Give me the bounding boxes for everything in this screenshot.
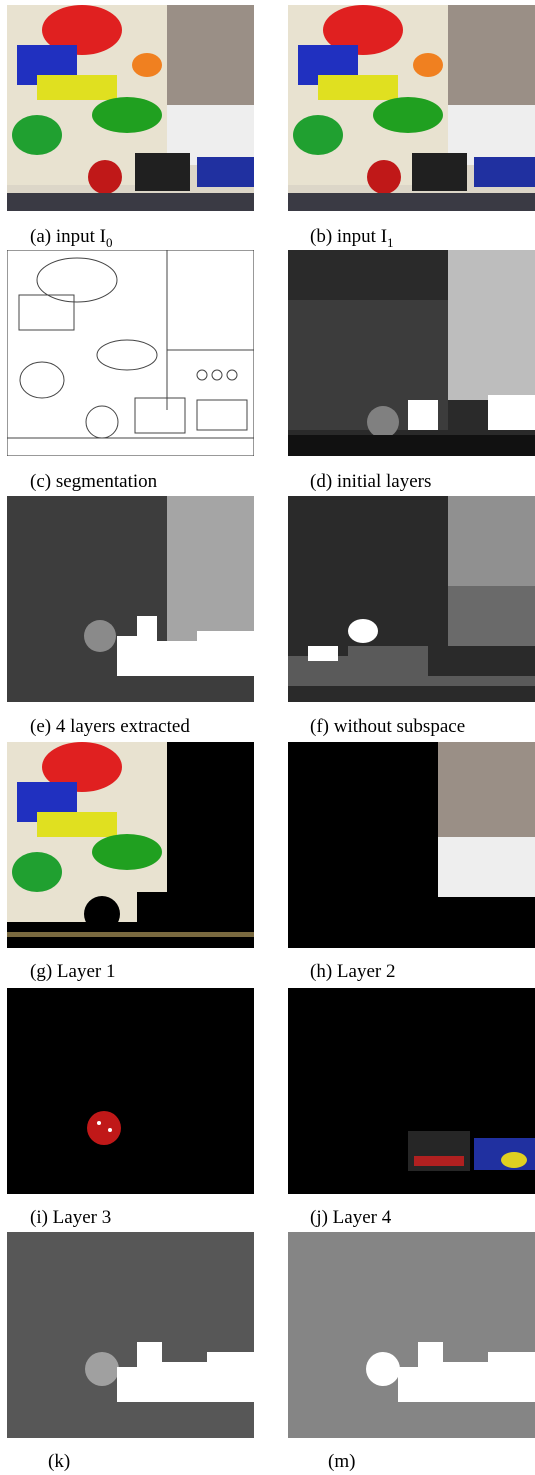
caption: (g) Layer 1 — [30, 961, 115, 983]
caption: (m) — [328, 1451, 355, 1473]
caption-subscript: 0 — [106, 235, 113, 250]
image — [288, 742, 535, 948]
image — [288, 250, 535, 456]
caption-text: (d) initial layers — [310, 471, 431, 492]
caption-text: (b) input I — [310, 226, 387, 247]
caption: (d) initial layers — [310, 471, 431, 493]
image — [7, 250, 254, 456]
image — [288, 988, 535, 1194]
caption: (k) — [48, 1451, 70, 1473]
caption: (i) Layer 3 — [30, 1207, 111, 1229]
image — [288, 5, 535, 211]
caption: (j) Layer 4 — [310, 1207, 391, 1229]
caption-text: (a) input I — [30, 226, 106, 247]
image — [7, 742, 254, 948]
image — [7, 988, 254, 1194]
caption: (b) input I1 — [310, 226, 394, 251]
caption-text: (k) — [48, 1451, 70, 1472]
caption-text: (h) Layer 2 — [310, 961, 395, 982]
caption: (e) 4 layers extracted — [30, 716, 190, 738]
caption-subscript: 1 — [387, 235, 394, 250]
caption-text: (e) 4 layers extracted — [30, 716, 190, 737]
caption: (f) without subspace — [310, 716, 465, 738]
caption: (h) Layer 2 — [310, 961, 395, 983]
image — [7, 1232, 254, 1438]
caption: (c) segmentation — [30, 471, 157, 493]
image — [288, 1232, 535, 1438]
image — [288, 496, 535, 702]
caption-text: (j) Layer 4 — [310, 1207, 391, 1228]
image — [7, 5, 254, 211]
image — [7, 496, 254, 702]
caption-text: (f) without subspace — [310, 716, 465, 737]
figure: (a) input I0 (b) input I1 (c) segmentation… — [0, 0, 535, 1475]
caption: (a) input I0 — [30, 226, 112, 251]
caption-text: (i) Layer 3 — [30, 1207, 111, 1228]
caption-text: (m) — [328, 1451, 355, 1472]
caption-text: (c) segmentation — [30, 471, 157, 492]
caption-text: (g) Layer 1 — [30, 961, 115, 982]
